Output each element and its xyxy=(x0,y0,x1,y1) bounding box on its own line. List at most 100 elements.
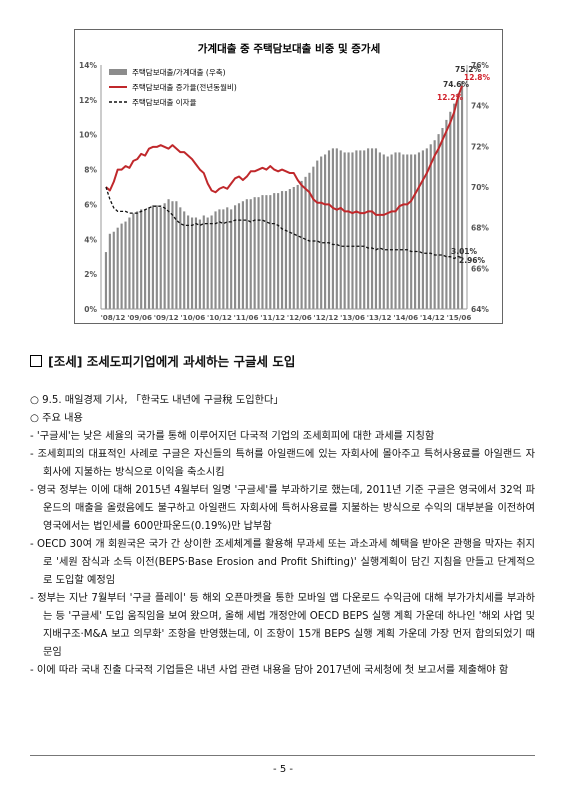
chart-bar xyxy=(394,152,397,309)
list-item: - 정부는 지난 7월부터 '구글 플레이' 등 해외 오픈마켓을 통한 모바일… xyxy=(30,593,535,658)
chart-bar xyxy=(374,148,378,309)
chart-bar xyxy=(261,195,264,309)
chart-bar xyxy=(124,221,127,309)
chart-bar xyxy=(433,140,436,309)
chart-bar xyxy=(292,187,295,309)
chart-bar xyxy=(312,166,315,309)
list-item: - '구글세'는 낮은 세율의 국가를 통해 이루어지던 다국적 기업의 조세회… xyxy=(30,431,435,442)
legend-bar-swatch xyxy=(109,69,127,75)
chart-bar xyxy=(265,195,268,309)
chart-bar xyxy=(218,209,221,309)
x-tick-label: '15/06 xyxy=(447,313,472,322)
left-tick-label: 10% xyxy=(79,131,97,140)
annot-growth-last: 12.8% xyxy=(464,73,491,82)
right-tick-label: 70% xyxy=(471,183,489,192)
chart-bar xyxy=(339,150,342,309)
chart-bar xyxy=(331,148,334,309)
x-tick-label: '11/06 xyxy=(234,313,259,322)
left-tick-label: 14% xyxy=(79,61,97,70)
right-tick-label: 74% xyxy=(471,102,489,111)
chart-bar xyxy=(190,217,194,309)
chart-bar xyxy=(273,193,276,309)
x-tick-label: '10/12 xyxy=(207,313,232,322)
chart-bar xyxy=(457,93,460,309)
chart-bar xyxy=(108,233,111,309)
chart-bar xyxy=(402,154,405,309)
chart-bar xyxy=(296,184,299,309)
chart-bar xyxy=(226,207,229,309)
chart-bar xyxy=(316,160,319,309)
chart-bar xyxy=(210,215,213,309)
chart-bar xyxy=(202,215,205,309)
rate-series-line xyxy=(105,186,463,260)
chart-bar xyxy=(410,154,413,309)
legend-red-label: 주택담보대출 증가율(전년동월비) xyxy=(132,82,237,92)
chart-bar xyxy=(280,191,284,309)
chart-bar xyxy=(144,209,147,309)
chart-bar xyxy=(136,211,139,309)
chart-bar xyxy=(128,217,131,309)
footer-divider xyxy=(30,755,535,756)
source-line: ○ 9.5. 매일경제 기사, 「한국도 내년에 구글稅 도입한다」 xyxy=(30,395,284,406)
chart-bar xyxy=(406,154,409,309)
chart-bar xyxy=(347,152,350,309)
x-tick-label: '14/06 xyxy=(393,313,418,322)
left-tick-label: 2% xyxy=(84,270,97,279)
chart-bar xyxy=(140,209,143,309)
chart-bar xyxy=(343,152,346,309)
right-tick-label: 72% xyxy=(471,142,489,151)
chart-bar xyxy=(159,207,162,309)
list-item: - 이에 따라 국내 진출 다국적 기업들은 내년 사업 관련 내용을 담아 2… xyxy=(30,665,509,676)
chart-bar xyxy=(214,211,217,309)
list-item: - 영국 정부는 이에 대해 2015년 4월부터 일명 '구글세'를 부과하기… xyxy=(30,485,535,532)
chart-bar xyxy=(237,203,241,309)
mortgage-chart: 가계대출 중 주택담보대출 비중 및 증가세 0% 2% 4% 6% 8% 10% 12% 1… xyxy=(74,29,503,324)
section-checkbox-icon xyxy=(30,355,42,367)
chart-bar xyxy=(335,148,338,309)
chart-bar xyxy=(320,156,323,309)
x-tick-label: '14/12 xyxy=(420,313,445,322)
chart-bar xyxy=(245,199,248,309)
chart-bar xyxy=(171,201,174,309)
chart-bar xyxy=(194,217,198,309)
annot-share-last: 75.2% xyxy=(455,65,482,74)
chart-bar xyxy=(104,252,108,309)
article-body: ○ 9.5. 매일경제 기사, 「한국도 내년에 구글稅 도입한다」 ○ 주요 … xyxy=(30,392,535,680)
chart-bar xyxy=(147,207,151,309)
left-tick-label: 8% xyxy=(84,166,97,175)
x-tick-label: '12/06 xyxy=(287,313,312,322)
annot-rate-last: 2.96% xyxy=(459,256,486,265)
annot-rate-prev: 3.01% xyxy=(451,247,478,256)
annot-growth-prev: 12.2% xyxy=(437,93,464,102)
right-tick-label: 68% xyxy=(471,224,489,233)
chart-bar xyxy=(351,152,354,309)
legend-bars-label: 주택담보대출/가계대출 (우축) xyxy=(132,67,226,77)
chart-bar xyxy=(367,148,370,309)
chart-bar xyxy=(429,144,432,309)
chart-bar xyxy=(437,134,440,309)
list-item: - OECD 30여 개 회원국은 국가 간 상이한 조세체계를 활용해 무과세… xyxy=(30,539,535,586)
chart-bar xyxy=(449,111,452,310)
chart-bar xyxy=(359,150,362,309)
list-item: - 조세회피의 대표적인 사례로 구글은 자신들의 특허를 아일랜드에 있는 자… xyxy=(30,449,535,478)
chart-bar xyxy=(175,201,178,309)
left-tick-label: 0% xyxy=(84,305,97,314)
mortgage-chart-svg: 가계대출 중 주택담보대출 비중 및 증가세 0% 2% 4% 6% 8% 10% 12% 1… xyxy=(79,42,491,322)
chart-bar xyxy=(417,152,421,309)
section-title: [조세] 조세도피기업에게 과세하는 구글세 도입 xyxy=(30,351,295,370)
chart-bar xyxy=(151,205,154,309)
legend-black-label: 주택담보대출 이자율 xyxy=(132,97,197,107)
chart-bar xyxy=(324,154,327,309)
chart-bar xyxy=(460,81,464,309)
x-tick-label: '09/06 xyxy=(127,313,152,322)
chart-bar xyxy=(179,207,182,309)
chart-bar xyxy=(382,154,385,309)
chart-bar xyxy=(284,191,288,309)
chart-bar xyxy=(445,119,448,310)
chart-bar xyxy=(425,148,428,309)
chart-bar xyxy=(300,180,303,309)
chart-bar xyxy=(327,150,331,309)
chart-bar xyxy=(269,195,272,309)
chart-bar xyxy=(249,199,252,309)
chart-title: 가계대출 중 주택담보대출 비중 및 증가세 xyxy=(198,42,381,55)
